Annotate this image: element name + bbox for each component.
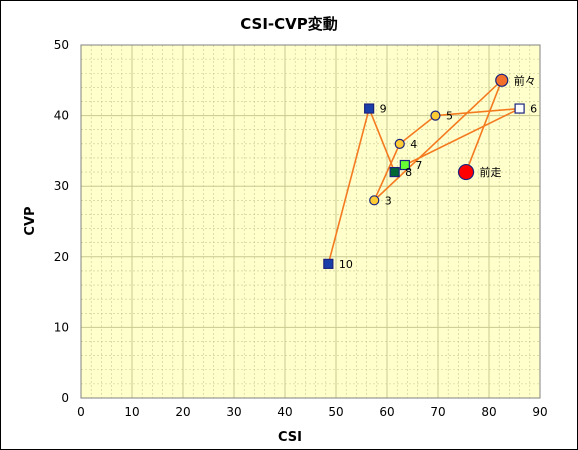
x-tick-label: 60 bbox=[379, 405, 394, 419]
y-tick-label: 50 bbox=[54, 38, 69, 52]
data-point-label: 4 bbox=[410, 138, 417, 151]
data-point-marker bbox=[389, 166, 400, 178]
data-point-marker bbox=[430, 110, 441, 121]
x-tick-label: 40 bbox=[277, 405, 292, 419]
data-point-marker bbox=[323, 258, 334, 269]
y-tick-label: 30 bbox=[54, 179, 69, 193]
data-point-marker bbox=[514, 103, 525, 114]
y-axis-ticks: 0 10 20 30 40 50 bbox=[54, 38, 69, 405]
y-tick-label: 40 bbox=[54, 109, 69, 123]
data-point-marker bbox=[399, 159, 410, 171]
chart-title: CSI-CVP変動 bbox=[240, 15, 338, 33]
data-point-marker bbox=[394, 138, 405, 149]
series-segment bbox=[368, 108, 396, 173]
x-tick-label: 80 bbox=[481, 405, 496, 419]
data-point-label: 8 bbox=[405, 166, 412, 179]
x-tick-label: 10 bbox=[124, 405, 139, 419]
x-tick-label: 70 bbox=[430, 405, 445, 419]
series-segment bbox=[373, 143, 401, 201]
x-tick-label: 20 bbox=[175, 405, 190, 419]
y-axis-title: CVP bbox=[23, 206, 38, 235]
data-point-label: 7 bbox=[415, 159, 422, 172]
y-tick-label: 0 bbox=[61, 391, 69, 405]
point-labels: 前走 前々 3 4 5 6 78 9 10 bbox=[339, 73, 537, 271]
series-segment bbox=[373, 79, 503, 201]
data-point-label: 9 bbox=[380, 103, 387, 116]
x-axis-ticks: 0 10 20 30 40 50 60 70 80 90 bbox=[77, 405, 547, 419]
data-point-label: 3 bbox=[385, 194, 392, 207]
series-segment bbox=[399, 114, 436, 145]
series-segment bbox=[327, 108, 370, 265]
data-point-marker bbox=[364, 103, 375, 114]
x-tick-label: 30 bbox=[226, 405, 241, 419]
series-segment bbox=[435, 107, 520, 117]
data-point-label: 10 bbox=[339, 258, 353, 271]
grid-minor bbox=[81, 45, 540, 398]
plot-border bbox=[80, 44, 541, 399]
data-point-label: 5 bbox=[446, 110, 453, 123]
x-tick-label: 0 bbox=[77, 405, 85, 419]
plot-area bbox=[81, 45, 540, 398]
data-point-marker bbox=[369, 195, 380, 206]
y-tick-label: 20 bbox=[54, 250, 69, 264]
series-segment bbox=[404, 107, 520, 166]
data-point-label: 前走 bbox=[480, 165, 502, 179]
x-tick-label: 50 bbox=[328, 405, 343, 419]
series-path bbox=[327, 79, 520, 265]
y-tick-label: 10 bbox=[54, 320, 69, 334]
data-point-marker bbox=[457, 163, 475, 181]
data-point-marker bbox=[495, 73, 509, 87]
x-axis-title: CSI bbox=[278, 430, 302, 445]
series-markers bbox=[323, 73, 525, 269]
data-point-label: 前々 bbox=[514, 73, 536, 87]
x-tick-label: 90 bbox=[532, 405, 547, 419]
data-point-label: 6 bbox=[530, 103, 537, 116]
